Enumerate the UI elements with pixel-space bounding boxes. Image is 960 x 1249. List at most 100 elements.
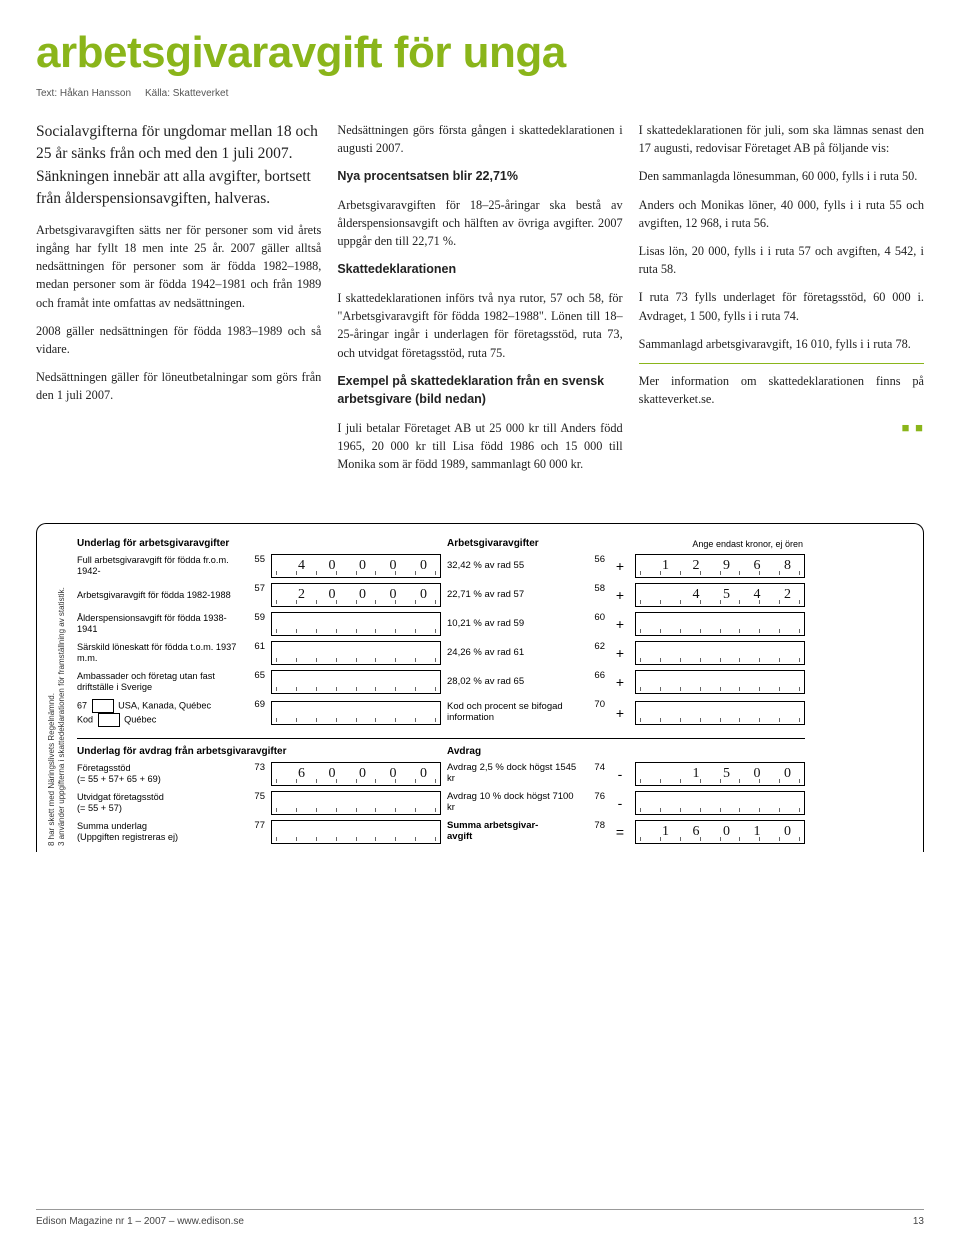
- operator: +: [611, 674, 629, 690]
- body-para: 2008 gäller nedsättningen för födda 1983…: [36, 322, 321, 358]
- form-field[interactable]: 1 2 9 6 8: [635, 554, 805, 578]
- row-label: Särskild löneskatt för födda t.o.m. 1937…: [77, 642, 237, 664]
- body-para: Sammanlagd arbetsgivaravgift, 16 010, fy…: [639, 335, 924, 353]
- field-value: 1 6 0 1 0: [662, 824, 801, 840]
- form-field[interactable]: [271, 701, 441, 725]
- field-code: 57: [243, 583, 265, 594]
- field-value: 6 0 0 0 0: [298, 766, 437, 782]
- end-marks-icon: ■ ■: [639, 418, 924, 437]
- footer-left: Edison Magazine nr 1 – 2007 – www.edison…: [36, 1216, 244, 1227]
- page-footer: Edison Magazine nr 1 – 2007 – www.edison…: [36, 1209, 924, 1227]
- section-heading: Arbetsgivaravgifter: [447, 538, 577, 549]
- body-para: I juli betalar Företaget AB ut 25 000 kr…: [337, 419, 622, 474]
- operator: +: [611, 705, 629, 721]
- tax-form-figure: 8 har skett med Näringslivets Regelnämnd…: [36, 523, 924, 852]
- body-para: Nedsättningen görs första gången i skatt…: [337, 121, 622, 157]
- form-field[interactable]: [635, 791, 805, 815]
- operator: -: [611, 795, 629, 811]
- form-grid: Underlag för arbetsgivaravgifter Arbetsg…: [77, 538, 909, 844]
- subheading: Skattedeklarationen: [337, 260, 622, 279]
- section-heading: Underlag för avdrag från arbetsgivaravgi…: [77, 746, 441, 757]
- body-para: Arbetsgivaravgiften sätts ner för person…: [36, 221, 321, 312]
- operator: =: [611, 824, 629, 840]
- form-field[interactable]: 1 5 0 0: [635, 762, 805, 786]
- byline-text: Text: Håkan Hansson: [36, 88, 131, 99]
- operator: +: [611, 558, 629, 574]
- row-label: Summa underlag (Uppgiften registreras ej…: [77, 821, 237, 843]
- form-field[interactable]: [271, 820, 441, 844]
- kod-box[interactable]: [92, 699, 114, 713]
- field-code: 65: [243, 670, 265, 681]
- row-label: 67 USA, Kanada, Québec Kod Québec: [77, 699, 237, 727]
- kod-box[interactable]: [98, 713, 120, 727]
- column-2: Nedsättningen görs första gången i skatt…: [337, 121, 622, 483]
- row-label: Ambassader och företag utan fast driftst…: [77, 671, 237, 693]
- column-3: I skattedeklarationen för juli, som ska …: [639, 121, 924, 483]
- field-code: 60: [583, 612, 605, 623]
- section-heading: Avdrag: [447, 746, 805, 757]
- field-value: 4 5 4 2: [693, 587, 802, 603]
- body-para: I skattedeklarationen för juli, som ska …: [639, 121, 924, 157]
- form-field[interactable]: 1 6 0 1 0: [635, 820, 805, 844]
- kod-label: Kod: [77, 715, 93, 725]
- operator: +: [611, 587, 629, 603]
- rate-label: Avdrag 2,5 % dock högst 1545 kr: [447, 763, 577, 785]
- row-label: Ålderspensionsavgift för födda 1938-1941: [77, 613, 237, 635]
- rate-label: Avdrag 10 % dock högst 7100 kr: [447, 792, 577, 814]
- code-label: 67: [77, 701, 87, 711]
- operator: +: [611, 645, 629, 661]
- form-field[interactable]: [635, 670, 805, 694]
- field-code: 56: [583, 554, 605, 565]
- byline: Text: Håkan Hansson Källa: Skatteverket: [36, 88, 924, 99]
- body-para: Nedsättningen gäller för löneutbetalning…: [36, 368, 321, 404]
- intro-para: Socialavgifterna för ungdomar mellan 18 …: [36, 121, 321, 211]
- form-field[interactable]: 6 0 0 0 0: [271, 762, 441, 786]
- subheading: Nya procentsatsen blir 22,71%: [337, 167, 622, 186]
- subheading: Exempel på skattedeklaration från en sve…: [337, 372, 622, 409]
- field-code: 59: [243, 612, 265, 623]
- form-field[interactable]: 2 0 0 0 0: [271, 583, 441, 607]
- section-note: Ange endast kronor, ej ören: [635, 539, 805, 549]
- row-label: Utvidgat företagsstöd (= 55 + 57): [77, 792, 237, 814]
- field-value: 4 0 0 0 0: [298, 558, 437, 574]
- field-code: 66: [583, 670, 605, 681]
- body-para: Arbetsgivaravgiften för 18–25-åringar sk…: [337, 196, 622, 251]
- field-value: 1 5 0 0: [693, 766, 802, 782]
- side-label: 3 använder uppgifterna i skattedeklarati…: [57, 587, 66, 846]
- rate-label: 22,71 % av rad 57: [447, 590, 577, 601]
- rate-label: 24,26 % av rad 61: [447, 648, 577, 659]
- field-code: 70: [583, 699, 605, 710]
- form-field[interactable]: 4 5 4 2: [635, 583, 805, 607]
- form-field[interactable]: [635, 641, 805, 665]
- rate-label: 32,42 % av rad 55: [447, 561, 577, 572]
- body-para: Anders och Monikas löner, 40 000, fylls …: [639, 196, 924, 232]
- field-code: 74: [583, 762, 605, 773]
- row-label: Arbetsgivaravgift för födda 1982-1988: [77, 590, 237, 601]
- form-field[interactable]: [271, 641, 441, 665]
- form-field[interactable]: [635, 701, 805, 725]
- rate-label: 10,21 % av rad 59: [447, 619, 577, 630]
- field-value: 2 0 0 0 0: [298, 587, 437, 603]
- form-field[interactable]: [635, 612, 805, 636]
- page-title: arbetsgivaravgift för unga: [36, 28, 924, 78]
- rate-label: Summa arbetsgivar- avgift: [447, 821, 577, 843]
- section-heading: Underlag för arbetsgivaravgifter: [77, 538, 237, 549]
- field-code: 76: [583, 791, 605, 802]
- form-field[interactable]: [271, 612, 441, 636]
- field-code: 78: [583, 820, 605, 831]
- field-code: 77: [243, 820, 265, 831]
- body-para: I skattedeklarationen införs två nya rut…: [337, 289, 622, 362]
- body-para: Mer information om skattedeklarationen f…: [639, 363, 924, 408]
- page-number: 13: [913, 1216, 924, 1227]
- form-field[interactable]: [271, 670, 441, 694]
- column-1: Socialavgifterna för ungdomar mellan 18 …: [36, 121, 321, 483]
- form-field[interactable]: [271, 791, 441, 815]
- body-para: Den sammanlagda lönesumman, 60 000, fyll…: [639, 167, 924, 185]
- rate-label: Kod och procent se bifogad information: [447, 702, 577, 724]
- row-label: Företagsstöd (= 55 + 57+ 65 + 69): [77, 763, 237, 785]
- rate-label: 28,02 % av rad 65: [447, 677, 577, 688]
- side-label: 8 har skett med Näringslivets Regelnämnd…: [47, 693, 56, 846]
- form-field[interactable]: 4 0 0 0 0: [271, 554, 441, 578]
- operator: -: [611, 766, 629, 782]
- body-para: I ruta 73 fylls underlaget för företagss…: [639, 288, 924, 324]
